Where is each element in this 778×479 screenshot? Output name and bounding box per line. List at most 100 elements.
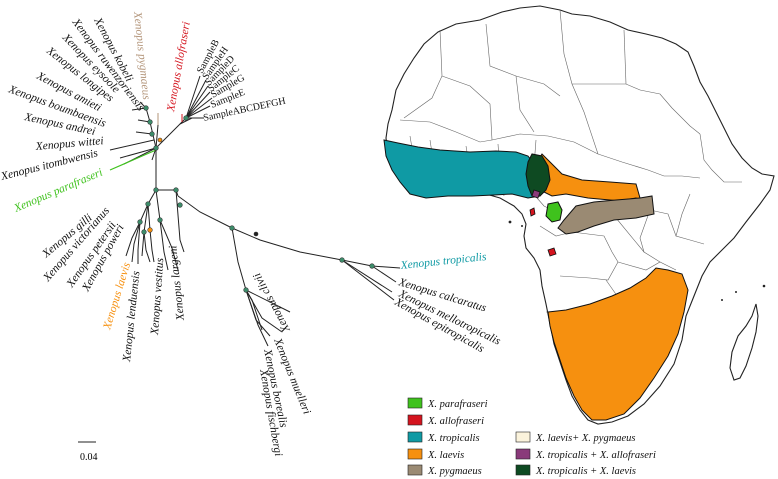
- tree-node: [149, 131, 155, 137]
- branch: [341, 259, 395, 301]
- branch: [155, 189, 169, 271]
- branch: [185, 85, 209, 119]
- tree-node: [143, 105, 149, 111]
- tree-node: [141, 229, 147, 235]
- tree-node-laevis: [147, 227, 153, 233]
- branch: [185, 75, 201, 119]
- tree-node: [243, 287, 249, 293]
- legend-label: X. parafraseri: [427, 399, 488, 410]
- tree-node: [369, 263, 375, 269]
- africa-map: [383, 5, 775, 425]
- branch: [135, 131, 153, 135]
- legend: X. parafraseri X. allofraseri X. tropica…: [407, 397, 656, 477]
- branch: [137, 221, 141, 264]
- branch: [159, 219, 179, 271]
- branch: [175, 189, 185, 253]
- branch: [341, 259, 393, 293]
- branch: [125, 221, 141, 257]
- scale-bar-label: 0.04: [80, 452, 98, 463]
- border: [639, 89, 701, 135]
- range-laevis-south: [547, 267, 689, 421]
- branch: [185, 79, 207, 119]
- border: [649, 209, 677, 237]
- madagascar: [729, 303, 759, 381]
- legend-swatch: [407, 448, 423, 460]
- branch: [371, 265, 401, 269]
- legend-label: X. tropicalis + X. laevis: [535, 466, 636, 477]
- legend-swatch: [407, 464, 423, 476]
- branch: [109, 139, 155, 151]
- legend-item-pygmaeus: X. pygmaeus: [407, 464, 482, 477]
- border: [615, 217, 645, 253]
- legend-label: X. laevis+ X. pygmaeus: [535, 433, 636, 444]
- legend-swatch: [515, 431, 531, 443]
- island: [735, 291, 737, 293]
- border: [559, 261, 619, 281]
- range-tropicalis-allofraseri: [531, 189, 541, 199]
- border: [623, 29, 627, 85]
- scale-bar: 0.04: [78, 441, 98, 463]
- branch: [143, 231, 151, 263]
- tree-node: [157, 217, 163, 223]
- tree-node: [153, 145, 159, 151]
- legend-label: X. tropicalis + X. allofraseri: [535, 450, 656, 461]
- legend-swatch: [407, 414, 423, 426]
- range-tropicalis-laevis: [525, 153, 551, 197]
- border: [399, 119, 493, 143]
- branch: [245, 289, 283, 333]
- legend-label: X. tropicalis: [427, 433, 480, 444]
- tree-node: [145, 201, 151, 207]
- tree-nodes: [137, 105, 375, 293]
- legend-item-laevis-pygmaeus: X. laevis+ X. pygmaeus: [515, 431, 636, 444]
- legend-swatch: [515, 448, 531, 460]
- branch: [231, 227, 247, 291]
- branch: [185, 105, 211, 119]
- border: [403, 29, 443, 119]
- island: [721, 299, 723, 301]
- tree-node: [229, 225, 235, 231]
- tree-node: [183, 115, 189, 121]
- legend-item-tropicalis-laevis: X. tropicalis + X. laevis: [515, 464, 636, 477]
- legend-item-laevis: X. laevis: [407, 448, 464, 461]
- island: [762, 284, 766, 288]
- border: [571, 231, 619, 263]
- border: [617, 261, 677, 271]
- border: [597, 153, 701, 179]
- border: [441, 75, 493, 141]
- legend-item-allofraseri: X. allofraseri: [407, 414, 484, 427]
- tree-node: [339, 257, 345, 263]
- branch: [371, 265, 397, 283]
- tree-node: [173, 187, 179, 193]
- tree-node: [147, 119, 153, 125]
- branch: [245, 289, 269, 347]
- border: [639, 209, 661, 263]
- branch: [185, 97, 213, 119]
- tree-node: [153, 187, 159, 193]
- range-pygmaeus: [557, 195, 655, 235]
- range-allofraseri-south: [547, 247, 557, 257]
- island: [521, 225, 523, 227]
- border: [491, 133, 599, 155]
- branch: [185, 91, 211, 119]
- branch: [119, 147, 157, 159]
- branch: [245, 289, 291, 313]
- legend-item-tropicalis: X. tropicalis: [407, 431, 480, 444]
- range-allofraseri: [529, 207, 536, 217]
- branch: [155, 124, 159, 149]
- legend-item-tropicalis-allofraseri: X. tropicalis + X. allofraseri: [515, 448, 656, 461]
- legend-swatch: [407, 431, 423, 443]
- tree-node: [177, 202, 183, 208]
- legend-label: X. allofraseri: [427, 416, 484, 427]
- tree-node: [137, 219, 143, 225]
- legend-label: X. laevis: [427, 450, 464, 461]
- tree-node-dark: [253, 231, 259, 237]
- branch: [131, 221, 141, 263]
- branch: [147, 203, 155, 263]
- island: [508, 220, 512, 224]
- tip-vestitus: Xenopus vestitus: [149, 257, 166, 336]
- legend-item-parafraseri: X. parafraseri: [407, 397, 488, 410]
- legend-swatch: [515, 464, 531, 476]
- border: [515, 75, 535, 133]
- border: [699, 133, 742, 183]
